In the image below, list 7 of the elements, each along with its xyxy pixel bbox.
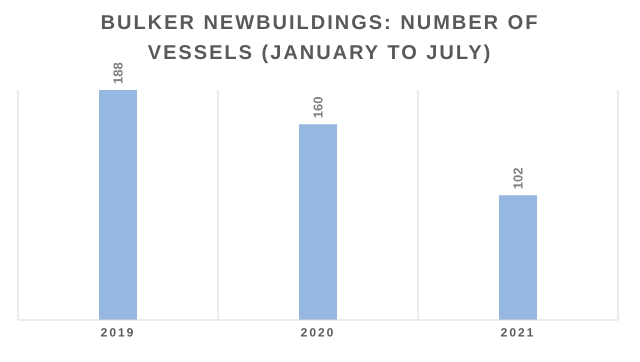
x-tick-label: 2020 [300, 326, 336, 340]
x-tick-label: 2021 [500, 326, 536, 340]
data-label: 188 [110, 62, 126, 84]
x-tick-label: 2019 [100, 326, 136, 340]
chart-title: BULKER NEWBUILDINGS: NUMBER OF VESSELS (JANUARY TO JULY) [100, 11, 540, 64]
data-label: 160 [310, 96, 326, 118]
data-label: 102 [510, 168, 526, 190]
